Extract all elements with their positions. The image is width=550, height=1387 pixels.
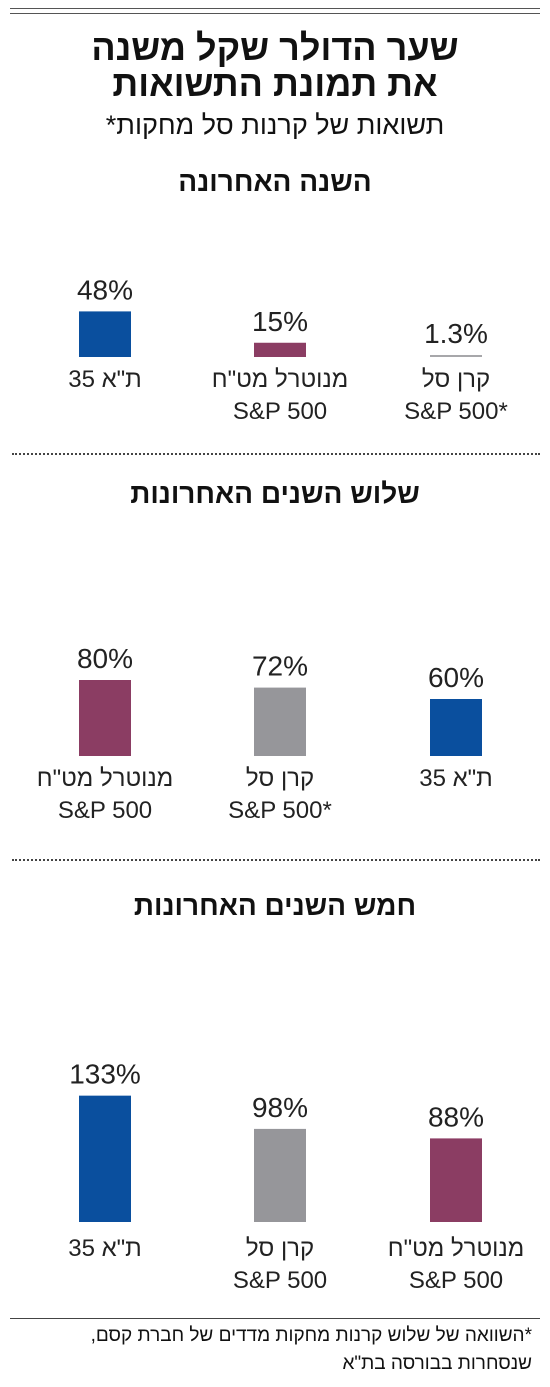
category-label-1-1-0: קרן סל — [246, 765, 314, 792]
bar-0-0 — [79, 311, 131, 357]
category-label-2-1-1: S&P 500 — [233, 1267, 327, 1294]
panel-title-5yr: חמש השנים האחרונות — [133, 890, 417, 921]
category-label-0-2-0: קרן סל — [422, 366, 490, 393]
value-label-2-1: 98% — [252, 1092, 308, 1123]
category-label-1-1-1: S&P 500* — [228, 797, 332, 824]
category-label-2-2-0: מנוטרל מט"ח — [388, 1235, 524, 1262]
category-label-2-1-0: קרן סל — [246, 1235, 314, 1262]
category-label-1-0-1: S&P 500 — [58, 797, 152, 824]
chart-subtitle: תשואות של קרנות סל מחקות* — [105, 110, 445, 140]
bar-chart-5yr: 133% ת"א 35 98% קרן סל S&P 500 88% מנוטרל מט"ח… — [68, 1059, 524, 1294]
category-label-0-2-1: S&P 500* — [404, 398, 508, 425]
category-label-1-0-0: מנוטרל מט"ח — [37, 765, 173, 792]
value-label-1-1: 72% — [252, 651, 308, 682]
chart-title-line2: את תמונת התשואות — [112, 63, 438, 104]
footnote-line1: *השוואה של שלוש קרנות מחקות מדדים של חבר… — [90, 1325, 532, 1346]
category-label-0-0-0: ת"א 35 — [68, 366, 142, 393]
bar-0-1 — [254, 342, 306, 357]
divider-2 — [12, 859, 540, 861]
value-label-0-0: 48% — [77, 274, 133, 305]
bar-1-2 — [430, 699, 482, 756]
value-label-0-2: 1.3% — [424, 318, 488, 349]
category-label-2-2-1: S&P 500 — [409, 1267, 503, 1294]
top-rule — [10, 8, 540, 14]
chart-title-line1: שער הדולר שקל משנה — [91, 27, 459, 68]
bar-2-1 — [254, 1128, 306, 1222]
category-label-1-2-0: ת"א 35 — [419, 765, 493, 792]
bar-2-2 — [430, 1138, 482, 1222]
value-label-2-2: 88% — [428, 1101, 484, 1132]
footnote: *השוואה של שלוש קרנות מחקות מדדים של חבר… — [0, 1322, 532, 1378]
value-label-1-2: 60% — [428, 662, 484, 693]
footnote-rule — [10, 1318, 540, 1319]
footnote-line2: שנסחרות בבורסה בת"א — [342, 1353, 532, 1374]
category-label-0-1-0: מנוטרל מט"ח — [212, 366, 348, 393]
bar-chart-3yr: 80% מנוטרל מט"ח S&P 500 72% קרן סל S&P 500* 60… — [37, 643, 493, 824]
value-label-1-0: 80% — [77, 643, 133, 674]
bar-1-0 — [79, 680, 131, 756]
category-label-2-0-0: ת"א 35 — [68, 1235, 142, 1262]
value-label-0-1: 15% — [252, 306, 308, 337]
panel-title-1yr: השנה האחרונה — [178, 166, 372, 197]
bar-2-0 — [79, 1095, 131, 1222]
value-label-2-0: 133% — [69, 1059, 141, 1090]
bar-1-1 — [254, 687, 306, 756]
category-label-0-1-1: S&P 500 — [233, 398, 327, 425]
bar-chart-1yr: 48% ת"א 35 15% מנוטרל מט"ח S&P 500 1.3% קרן סל… — [68, 274, 508, 425]
panel-title-3yr: שלוש השנים האחרונות — [130, 478, 420, 509]
divider-1 — [12, 453, 540, 455]
bar-0-2 — [430, 355, 482, 357]
